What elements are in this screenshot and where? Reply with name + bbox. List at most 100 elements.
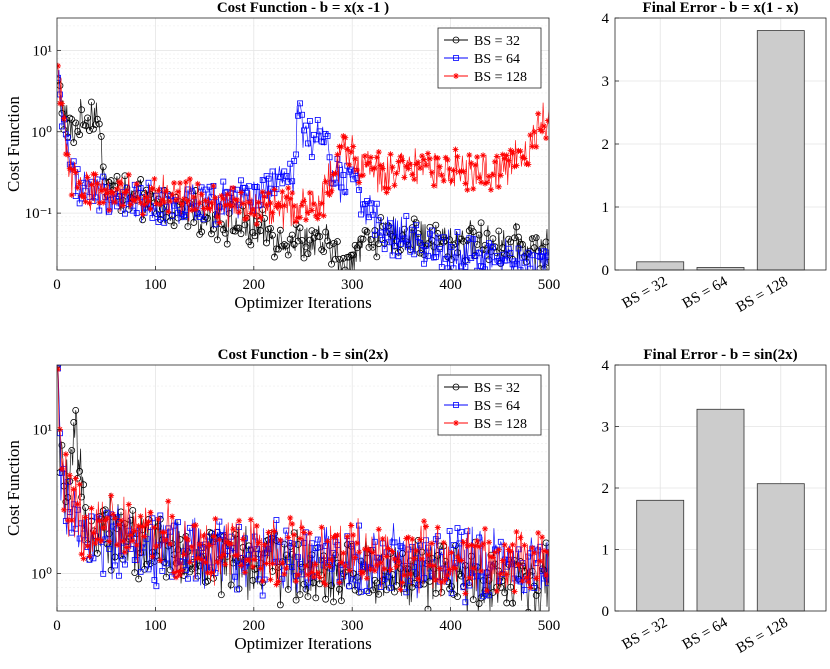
data-point (363, 228, 371, 236)
data-point (434, 230, 442, 237)
data-point (249, 206, 256, 213)
data-point (503, 571, 510, 578)
data-point (261, 541, 268, 548)
data-point (367, 236, 375, 243)
data-point (283, 193, 290, 200)
data-point (383, 553, 390, 560)
chart-title: Final Error - b = x(1 - x) (643, 0, 799, 16)
data-point (133, 180, 140, 187)
data-point (66, 165, 73, 172)
data-point (454, 525, 461, 531)
data-point (467, 224, 475, 232)
data-point (192, 522, 199, 529)
data-point (316, 128, 323, 135)
data-point (198, 191, 205, 198)
data-point (76, 180, 83, 187)
data-point (302, 562, 309, 569)
data-point (86, 127, 93, 134)
data-point (149, 553, 156, 560)
data-point (484, 253, 490, 260)
data-point (462, 180, 469, 187)
data-point (543, 571, 549, 578)
x-tick-label: 100 (144, 618, 167, 634)
data-point (58, 465, 65, 472)
data-point (521, 587, 528, 593)
data-point (446, 166, 453, 173)
data-point (379, 165, 386, 172)
data-point (93, 549, 101, 557)
data-point (167, 198, 174, 205)
data-point (352, 554, 359, 561)
bar-bs64 (696, 408, 745, 612)
data-point (515, 562, 522, 568)
cost2-plot-area (57, 365, 549, 611)
data-point (524, 277, 529, 282)
data-point (277, 537, 284, 544)
data-point (511, 163, 518, 170)
data-point (458, 168, 465, 175)
data-point (354, 167, 361, 174)
data-point (110, 190, 117, 197)
data-point (507, 583, 515, 591)
data-point (454, 153, 461, 160)
x-tick-label: 0 (53, 618, 61, 634)
data-point (482, 525, 489, 532)
data-point (283, 565, 290, 572)
data-point (112, 515, 119, 522)
data-point (167, 528, 174, 535)
data-point (444, 156, 451, 163)
data-point (465, 227, 473, 235)
data-point (245, 238, 253, 246)
data-point (92, 540, 99, 547)
data-point (403, 535, 410, 542)
data-point (182, 534, 189, 541)
data-point (513, 223, 520, 231)
data-point (417, 239, 423, 246)
data-point (194, 180, 201, 187)
data-point (356, 179, 363, 186)
data-point (277, 203, 284, 210)
data-point (64, 151, 71, 158)
data-point (468, 542, 475, 549)
data-point (399, 579, 406, 586)
data-point (169, 191, 176, 198)
data-point (426, 155, 433, 162)
data-point (495, 258, 502, 264)
data-point (267, 576, 274, 583)
data-point (316, 574, 323, 581)
data-point (446, 268, 453, 270)
data-point (397, 543, 404, 550)
data-point (515, 245, 522, 252)
data-point (527, 265, 534, 270)
data-point (96, 199, 103, 206)
data-point (515, 233, 522, 241)
data-point (96, 517, 103, 524)
data-point (407, 161, 414, 168)
data-point (137, 185, 144, 191)
data-point (131, 528, 138, 535)
data-point (82, 122, 89, 130)
bar2-chart: 0 1 2 3 4 BS = 32 BS = 64 BS = 128 Final Error -… (602, 347, 827, 657)
data-point (300, 254, 308, 262)
data-point (291, 531, 298, 538)
data-point (66, 472, 73, 479)
data-point (487, 553, 494, 560)
data-point (312, 212, 319, 219)
data-point (299, 524, 306, 531)
data-point (391, 182, 398, 189)
data-point (98, 537, 105, 544)
data-point (305, 579, 311, 586)
data-point (98, 187, 105, 194)
data-point (74, 184, 81, 191)
data-point (100, 524, 107, 531)
data-point (509, 541, 516, 548)
cost1-chart: 0 100 200 300 400 500 10⁻¹ 10⁰ 10¹ Cost Function … (4, 0, 560, 312)
data-point (513, 528, 520, 535)
data-point (121, 549, 128, 556)
y-tick-label: 0 (602, 263, 610, 279)
data-point (531, 128, 538, 135)
data-point (470, 236, 477, 243)
data-point (88, 98, 95, 106)
data-point (220, 551, 227, 558)
data-point (178, 200, 185, 207)
